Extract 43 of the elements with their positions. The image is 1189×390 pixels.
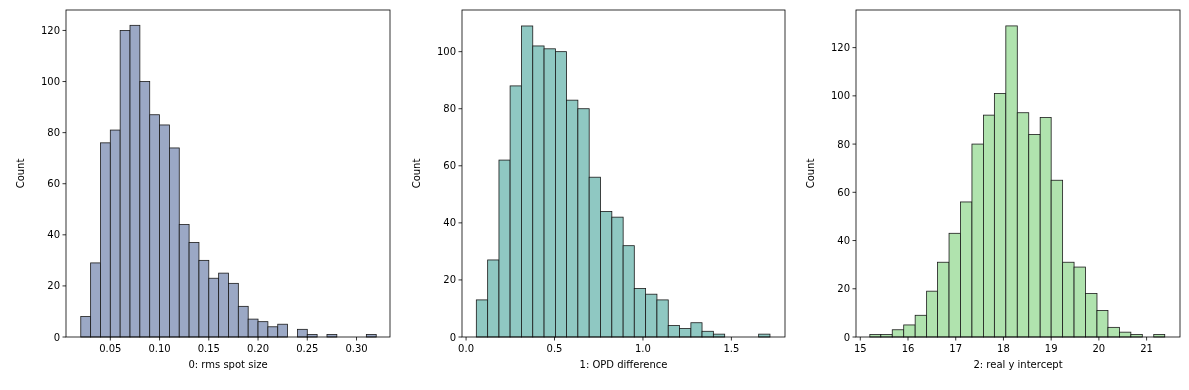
x-tick-label: 21	[1140, 343, 1153, 354]
x-axis-title: 2: real y intercept	[973, 359, 1063, 370]
y-tick-label: 0	[53, 331, 60, 343]
y-tick-label: 80	[837, 138, 850, 150]
x-tick-label: 0.05	[99, 343, 122, 354]
x-tick-label: 20	[1092, 343, 1106, 354]
y-tick-label: 40	[837, 235, 850, 247]
y-tick-label: 0	[843, 331, 850, 343]
x-tick-label: 0.20	[246, 343, 270, 354]
y-axis-title: Count	[805, 158, 816, 189]
y-tick-label: 40	[443, 217, 456, 229]
x-axis-title: 1: OPD difference	[579, 359, 668, 370]
x-tick-label: 19	[1044, 343, 1058, 354]
x-tick-label: 18	[997, 343, 1010, 354]
x-tick-label: 1.5	[723, 343, 740, 354]
y-tick-label: 100	[436, 46, 456, 58]
y-tick-label: 100	[40, 76, 60, 88]
x-tick-label: 1.0	[635, 343, 651, 354]
x-tick-label: 0.0	[458, 343, 475, 354]
y-tick-label: 20	[837, 283, 850, 295]
y-tick-label: 20	[47, 280, 60, 292]
y-tick-label: 60	[443, 160, 456, 172]
y-axis-title: Count	[411, 158, 422, 189]
y-tick-label: 40	[47, 229, 60, 241]
x-tick-label: 16	[901, 343, 915, 354]
x-tick-label: 0.10	[148, 343, 171, 354]
x-tick-label: 0.30	[345, 343, 368, 354]
y-tick-label: 60	[47, 178, 60, 190]
y-tick-label: 0	[449, 331, 456, 343]
y-tick-label: 80	[443, 103, 456, 115]
y-tick-label: 120	[40, 24, 60, 36]
x-axis-title: 0: rms spot size	[188, 359, 268, 370]
y-axis-title: Count	[15, 158, 26, 189]
x-tick-label: 17	[949, 343, 963, 354]
x-tick-label: 0.25	[296, 343, 319, 354]
y-tick-label: 120	[830, 42, 850, 54]
y-tick-label: 20	[443, 274, 456, 286]
y-tick-label: 80	[47, 127, 60, 139]
y-tick-label: 60	[837, 186, 850, 198]
x-tick-label: 0.15	[197, 343, 220, 354]
y-tick-label: 100	[830, 90, 850, 102]
x-tick-label: 0.5	[546, 343, 563, 354]
x-tick-label: 15	[853, 343, 867, 354]
